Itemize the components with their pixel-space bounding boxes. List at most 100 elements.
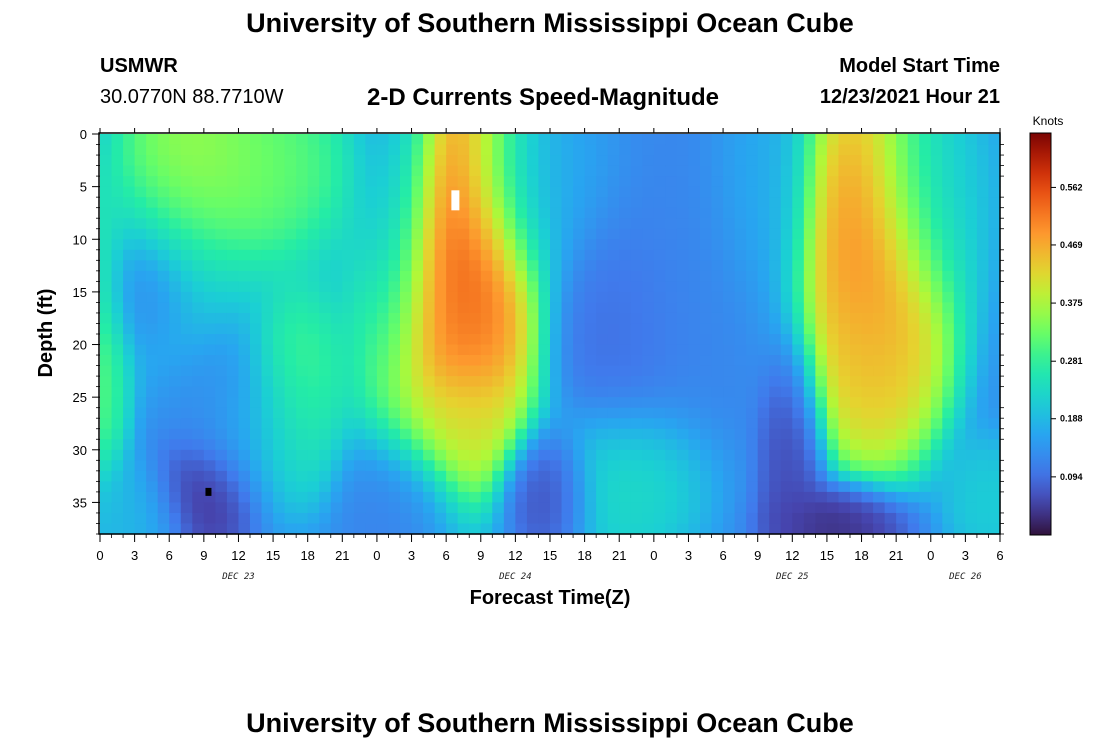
- heatmap-cell: [330, 397, 343, 409]
- heatmap-cell: [711, 155, 724, 167]
- heatmap-cell: [353, 249, 366, 261]
- heatmap-cell: [711, 228, 724, 240]
- heatmap-cell: [734, 418, 747, 430]
- heatmap-cell: [100, 218, 113, 230]
- heatmap-cell: [330, 407, 343, 419]
- heatmap-cell: [180, 134, 193, 146]
- heatmap-cell: [988, 155, 1001, 167]
- heatmap-cell: [734, 428, 747, 440]
- heatmap-cell: [538, 134, 551, 146]
- heatmap-cell: [111, 418, 124, 430]
- heatmap-cell: [203, 512, 216, 525]
- heatmap-cell: [423, 239, 436, 251]
- heatmap-cell: [942, 334, 955, 346]
- heatmap-cell: [700, 428, 713, 440]
- heatmap-cell: [676, 512, 690, 525]
- heatmap-cell: [180, 512, 193, 525]
- heatmap-cell: [815, 334, 828, 346]
- heatmap-cell: [296, 523, 309, 535]
- heatmap-cell: [307, 176, 320, 188]
- heatmap-cell: [561, 481, 574, 493]
- heatmap-cell: [561, 512, 574, 525]
- heatmap-cell: [919, 407, 932, 419]
- heatmap-cell: [503, 344, 516, 356]
- heatmap-cell: [665, 218, 678, 230]
- heatmap-cell: [307, 260, 320, 272]
- heatmap-cell: [157, 376, 170, 388]
- heatmap-cell: [296, 165, 309, 177]
- heatmap-cell: [676, 176, 690, 188]
- heatmap-cell: [423, 449, 436, 461]
- heatmap-cell: [619, 449, 632, 461]
- heatmap-cell: [526, 470, 540, 482]
- heatmap-cell: [423, 365, 436, 377]
- heatmap-cell: [734, 460, 747, 472]
- heatmap-cell: [907, 312, 920, 325]
- heatmap-cell: [757, 460, 770, 472]
- heatmap-cell: [342, 218, 355, 230]
- heatmap-cell: [492, 449, 505, 461]
- heatmap-cell: [146, 302, 159, 314]
- heatmap-cell: [353, 270, 366, 282]
- heatmap-cell: [134, 491, 147, 504]
- heatmap-cell: [653, 386, 666, 398]
- heatmap-cell: [734, 207, 747, 219]
- heatmap-cell: [192, 291, 205, 304]
- heatmap-cell: [203, 481, 216, 493]
- heatmap-cell: [642, 155, 655, 167]
- heatmap-cell: [515, 312, 528, 325]
- heatmap-cell: [296, 397, 309, 409]
- heatmap-cell: [907, 249, 920, 261]
- heatmap-cell: [907, 386, 920, 398]
- heatmap-cell: [192, 460, 205, 472]
- heatmap-cell: [469, 449, 482, 461]
- heatmap-cell: [123, 407, 136, 419]
- heatmap-cell: [826, 207, 840, 219]
- heatmap-cell: [642, 260, 655, 272]
- heatmap-cell: [319, 165, 332, 177]
- heatmap-cell: [815, 239, 828, 251]
- heatmap-cell: [907, 260, 920, 272]
- heatmap-cell: [100, 502, 113, 514]
- heatmap-cell: [376, 481, 390, 493]
- heatmap-cell: [457, 355, 470, 367]
- heatmap-cell: [100, 207, 113, 219]
- heatmap-cell: [330, 523, 343, 535]
- heatmap-cell: [723, 323, 736, 335]
- heatmap-cell: [284, 228, 297, 240]
- heatmap-cell: [169, 228, 182, 240]
- heatmap-cell: [376, 207, 390, 219]
- heatmap-cell: [492, 165, 505, 177]
- heatmap-cell: [319, 281, 332, 293]
- heatmap-cell: [896, 270, 909, 282]
- heatmap-cell: [365, 355, 378, 367]
- heatmap-cell: [376, 439, 390, 451]
- heatmap-cell: [469, 365, 482, 377]
- heatmap-cell: [780, 281, 793, 293]
- heatmap-cell: [296, 449, 309, 461]
- heatmap-cell: [838, 207, 851, 219]
- heatmap-cell: [607, 218, 620, 230]
- heatmap-cell: [100, 512, 113, 525]
- heatmap-cell: [503, 355, 516, 367]
- heatmap-cell: [226, 186, 240, 198]
- heatmap-cell: [111, 249, 124, 261]
- heatmap-cell: [653, 365, 666, 377]
- heatmap-cell: [607, 365, 620, 377]
- heatmap-cell: [792, 249, 805, 261]
- heatmap-cell: [607, 134, 620, 146]
- heatmap-cell: [619, 397, 632, 409]
- heatmap-cell: [365, 376, 378, 388]
- heatmap-cell: [423, 481, 436, 493]
- heatmap-cell: [561, 302, 574, 314]
- heatmap-cell: [896, 502, 909, 514]
- heatmap-cell: [273, 334, 286, 346]
- heatmap-cell: [734, 270, 747, 282]
- x-tick-label: 6: [443, 548, 450, 563]
- heatmap-cell: [353, 449, 366, 461]
- heatmap-cell: [411, 207, 424, 219]
- heatmap-cell: [434, 365, 447, 377]
- heatmap-cell: [700, 365, 713, 377]
- heatmap-cell: [746, 270, 759, 282]
